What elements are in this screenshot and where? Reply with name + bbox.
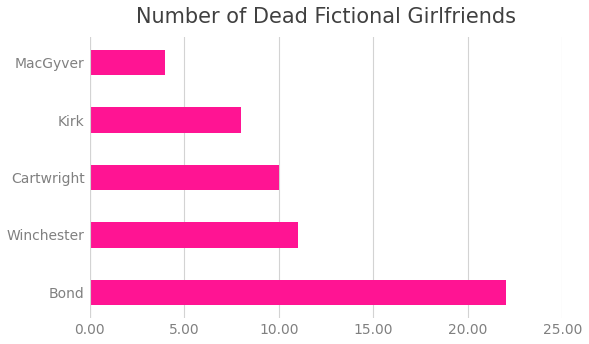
Title: Number of Dead Fictional Girlfriends: Number of Dead Fictional Girlfriends bbox=[136, 7, 516, 27]
Bar bbox=[90, 164, 279, 191]
Bar bbox=[90, 107, 241, 133]
Bar bbox=[90, 50, 166, 75]
Bar bbox=[90, 222, 297, 248]
Bar bbox=[90, 280, 505, 305]
